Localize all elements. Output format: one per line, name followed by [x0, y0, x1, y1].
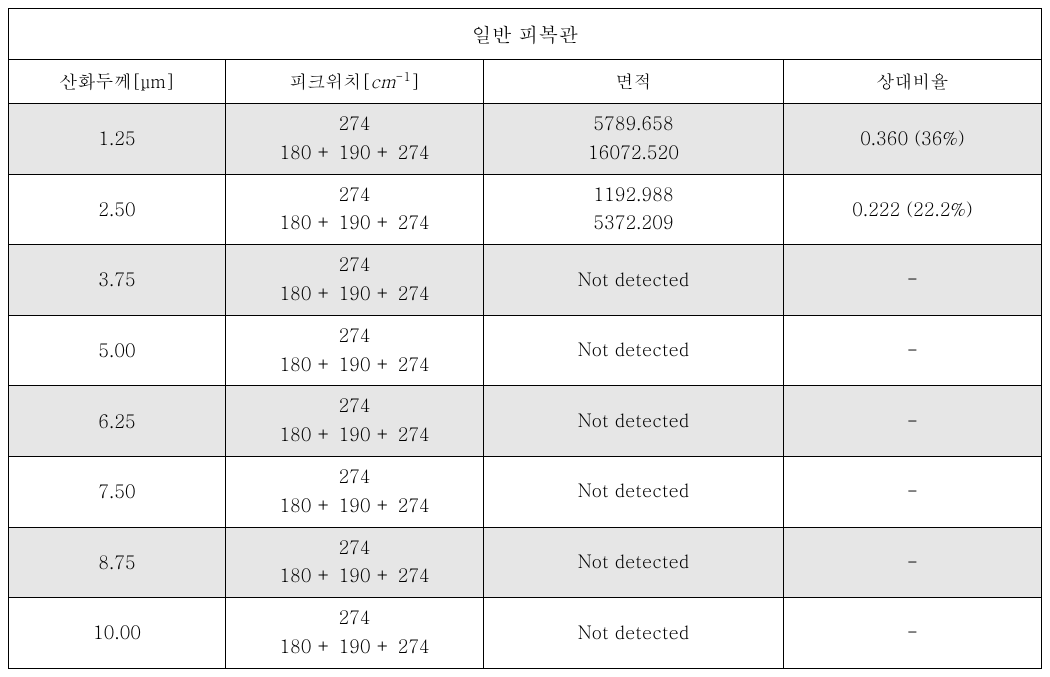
thickness-cell: 2.50: [9, 174, 226, 245]
header-row: 산화두께[μm] 피크위치[cm-1] 면적 상대비율: [9, 60, 1042, 104]
area-cell: Not detected: [484, 386, 784, 457]
header-peak-sup: -1: [395, 67, 410, 85]
table-row: 5.00274180 + 190 + 274Not detected-: [9, 315, 1042, 386]
ratio-cell: -: [783, 598, 1041, 669]
ratio-cell: -: [783, 527, 1041, 598]
data-table: 일반 피복관 산화두께[μm] 피크위치[cm-1] 면적 상대비율 1.252…: [8, 8, 1042, 669]
thickness-cell: 1.25: [9, 104, 226, 175]
peak-cell: 274180 + 190 + 274: [225, 456, 483, 527]
header-peak-unit: cm: [370, 69, 395, 94]
table-row: 1.25274180 + 190 + 2745789.65816072.5200…: [9, 104, 1042, 175]
table-row: 8.75274180 + 190 + 274Not detected-: [9, 527, 1042, 598]
ratio-cell: 0.222 (22.2%): [783, 174, 1041, 245]
ratio-cell: -: [783, 456, 1041, 527]
thickness-cell: 5.00: [9, 315, 226, 386]
table-title: 일반 피복관: [9, 9, 1042, 60]
thickness-cell: 3.75: [9, 245, 226, 316]
title-row: 일반 피복관: [9, 9, 1042, 60]
thickness-cell: 8.75: [9, 527, 226, 598]
table-row: 6.25274180 + 190 + 274Not detected-: [9, 386, 1042, 457]
header-area: 면적: [484, 60, 784, 104]
table-row: 2.50274180 + 190 + 2741192.9885372.2090.…: [9, 174, 1042, 245]
thickness-cell: 7.50: [9, 456, 226, 527]
ratio-cell: -: [783, 386, 1041, 457]
thickness-cell: 10.00: [9, 598, 226, 669]
area-cell: 5789.65816072.520: [484, 104, 784, 175]
header-thickness-prefix: 산화두께[: [59, 69, 140, 94]
header-thickness-unit: μm: [140, 69, 165, 94]
ratio-cell: 0.360 (36%): [783, 104, 1041, 175]
peak-cell: 274180 + 190 + 274: [225, 315, 483, 386]
header-peak-prefix: 피크위치[: [289, 69, 370, 94]
area-cell: Not detected: [484, 245, 784, 316]
peak-cell: 274180 + 190 + 274: [225, 386, 483, 457]
area-cell: 1192.9885372.209: [484, 174, 784, 245]
peak-cell: 274180 + 190 + 274: [225, 598, 483, 669]
peak-cell: 274180 + 190 + 274: [225, 527, 483, 598]
thickness-cell: 6.25: [9, 386, 226, 457]
area-cell: Not detected: [484, 527, 784, 598]
table-row: 7.50274180 + 190 + 274Not detected-: [9, 456, 1042, 527]
peak-cell: 274180 + 190 + 274: [225, 104, 483, 175]
area-cell: Not detected: [484, 456, 784, 527]
header-thickness: 산화두께[μm]: [9, 60, 226, 104]
header-thickness-suffix: ]: [165, 69, 174, 94]
header-peak: 피크위치[cm-1]: [225, 60, 483, 104]
area-cell: Not detected: [484, 315, 784, 386]
header-ratio: 상대비율: [783, 60, 1041, 104]
ratio-cell: -: [783, 315, 1041, 386]
peak-cell: 274180 + 190 + 274: [225, 174, 483, 245]
table-row: 10.00274180 + 190 + 274Not detected-: [9, 598, 1042, 669]
peak-cell: 274180 + 190 + 274: [225, 245, 483, 316]
header-peak-suffix: ]: [411, 69, 420, 94]
table-row: 3.75274180 + 190 + 274Not detected-: [9, 245, 1042, 316]
area-cell: Not detected: [484, 598, 784, 669]
ratio-cell: -: [783, 245, 1041, 316]
